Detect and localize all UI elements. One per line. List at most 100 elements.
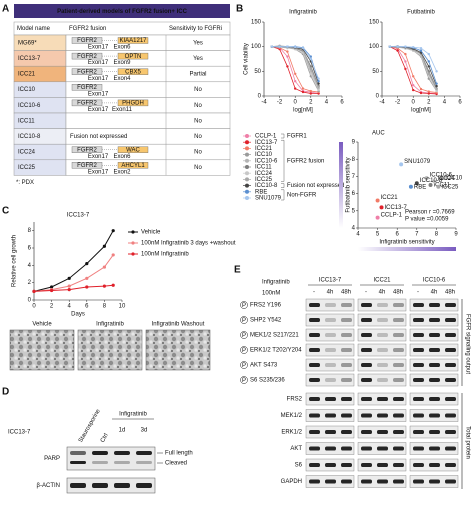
growth-line (33, 254, 114, 292)
band (429, 303, 440, 307)
sensitivity: Partial (189, 72, 206, 78)
band (393, 348, 404, 352)
dose-point (309, 57, 312, 61)
dose-point (294, 45, 297, 49)
y-tick-label: 7 (352, 174, 356, 180)
x-axis-label: Infigratinib sensitivity (379, 240, 434, 246)
point-label: ICC25 (441, 184, 459, 190)
legend-label: ICC13-7 (255, 140, 278, 146)
phospho-circle (240, 331, 248, 339)
band (341, 397, 352, 401)
lane-label: 48h (445, 290, 455, 296)
growth-point (32, 289, 36, 293)
band (361, 479, 372, 484)
row-label: β-ACTIN (37, 483, 60, 489)
sensitivity: No (194, 118, 202, 124)
band (393, 363, 404, 367)
lane-label: - (417, 290, 419, 296)
x-tick-label: 9 (454, 232, 458, 238)
dose-point (435, 84, 438, 88)
auc-point (428, 183, 433, 187)
x-tick-label: -4 (379, 100, 385, 106)
growth-line (33, 230, 114, 292)
column-header: FGFR2 fusion (69, 26, 106, 32)
sensitivity: No (194, 103, 202, 109)
row-label: FRS2 Y196 (250, 303, 282, 309)
phospho-symbol: P (242, 363, 246, 369)
partner-exon: Exon6 (113, 45, 131, 51)
y-tick-label: 50 (372, 69, 379, 75)
growth-point (50, 288, 54, 293)
x-axis-label: Days (71, 312, 85, 318)
lane-label: 3d (141, 428, 148, 434)
band (341, 463, 352, 467)
lane-label: 4h (327, 290, 334, 296)
y-axis-label: Cell viability (244, 43, 250, 75)
phospho-symbol: P (242, 318, 246, 324)
x-tick-label: 4 (68, 304, 72, 310)
band (361, 363, 372, 367)
partner-exon: Exon9 (113, 60, 131, 66)
partner-box (117, 68, 149, 75)
legend-marker (131, 241, 135, 245)
exon: Exon17 (88, 107, 109, 113)
dose-point (427, 72, 430, 76)
band (445, 397, 456, 401)
model-name: ICC21 (18, 72, 36, 78)
band (445, 363, 456, 367)
band (325, 363, 336, 367)
dose-point (404, 67, 407, 71)
row-label: ERK1/2 (281, 430, 302, 436)
phospho-circle (240, 346, 248, 354)
exon: Exon17 (88, 91, 109, 97)
x-tick-label: 2 (427, 100, 431, 106)
group-bracket (281, 133, 285, 139)
exon: Exon17 (88, 154, 109, 160)
growth-point (111, 229, 115, 233)
band (325, 303, 336, 307)
band (341, 430, 352, 434)
legend-label: RBE (255, 189, 267, 195)
dose-point (419, 87, 423, 91)
y-tick-label: 8 (28, 228, 32, 234)
plot-title: AUC (372, 131, 385, 137)
band (341, 446, 352, 451)
partner-box (117, 146, 149, 153)
y-axis-label: Futibatinib sensitivity (346, 157, 352, 212)
gene: FGFR2 (77, 85, 97, 91)
group-bracket (281, 183, 285, 188)
cell-line: ICC21 (373, 278, 391, 284)
dose-point (286, 55, 289, 58)
group-label: Non-FGFR (287, 192, 317, 198)
point-label: ICC11 (434, 183, 451, 189)
row-label: ERK1/2 T202/Y204 (250, 348, 302, 354)
dose-point (412, 45, 415, 49)
model-name: ICC10-8 (18, 134, 41, 140)
dose-point (286, 45, 289, 48)
band (413, 397, 424, 401)
cell-line: ICC10-6 (423, 278, 446, 284)
band (309, 446, 320, 451)
band (92, 461, 108, 464)
band (361, 463, 372, 467)
band (136, 461, 152, 464)
growth-point (85, 262, 89, 266)
growth-point (111, 283, 115, 287)
panel-label: B (236, 4, 243, 15)
auc-point (399, 162, 404, 167)
section-label: FGFR signaling output (464, 314, 470, 374)
lane-label: - (313, 290, 315, 296)
band (393, 333, 404, 337)
column-header: Sensitivity to FGFRi (169, 26, 222, 32)
band (114, 483, 130, 488)
dose-point (396, 45, 399, 48)
y-tick-label: 4 (28, 263, 32, 269)
cell-line: ICC13-7 (319, 278, 342, 284)
dose-label: 100nM (262, 291, 280, 297)
partner-box (117, 162, 149, 169)
band (361, 333, 372, 337)
band (413, 479, 424, 484)
growth-point (111, 253, 115, 257)
exon: Exon17 (88, 76, 109, 82)
